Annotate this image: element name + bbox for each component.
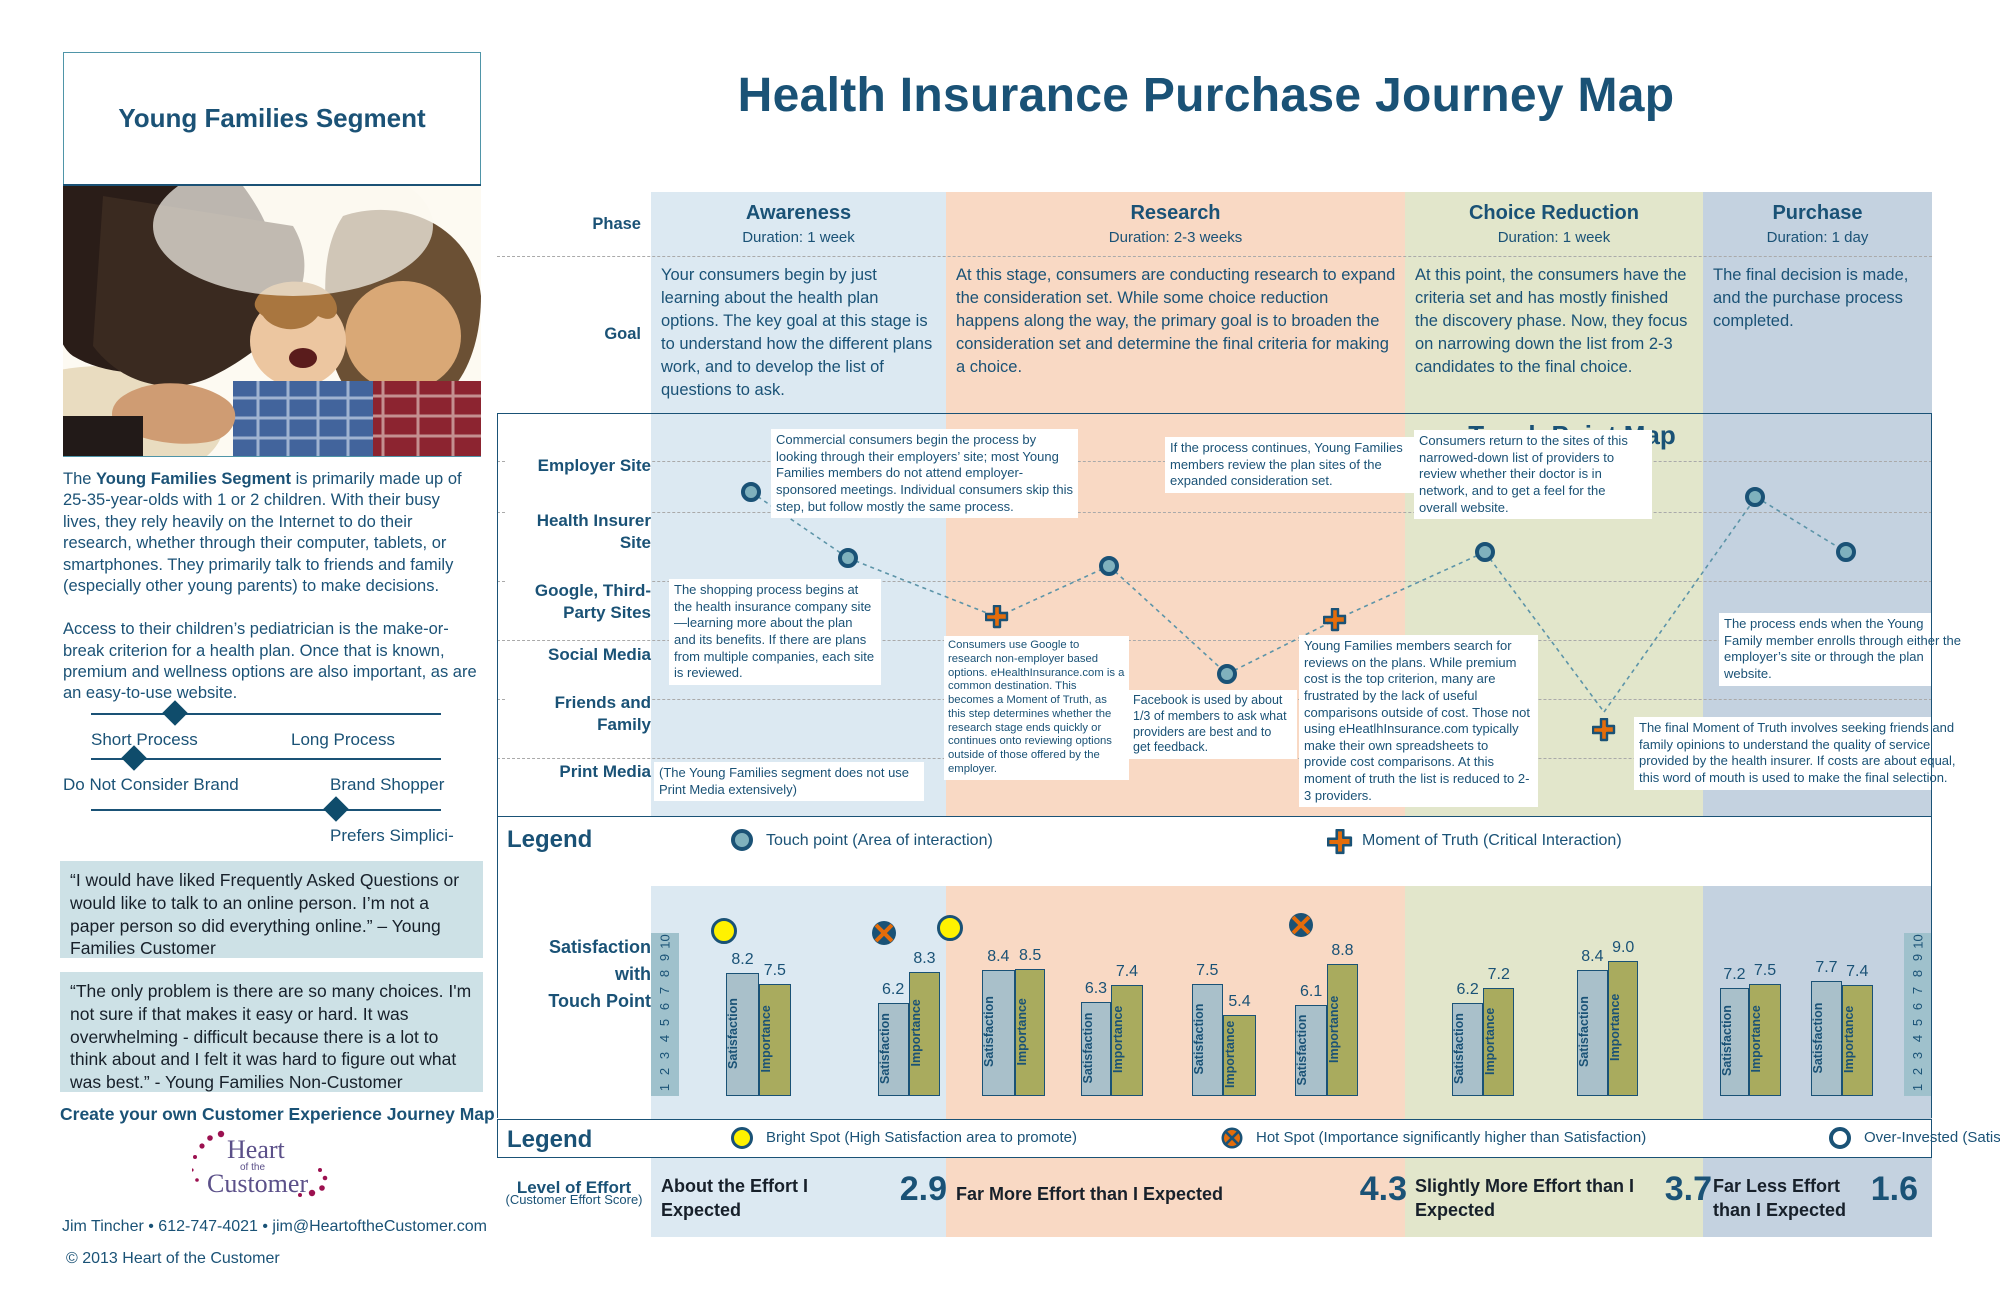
svg-text:Customer: Customer (207, 1169, 308, 1198)
svg-text:Heart: Heart (227, 1135, 286, 1164)
